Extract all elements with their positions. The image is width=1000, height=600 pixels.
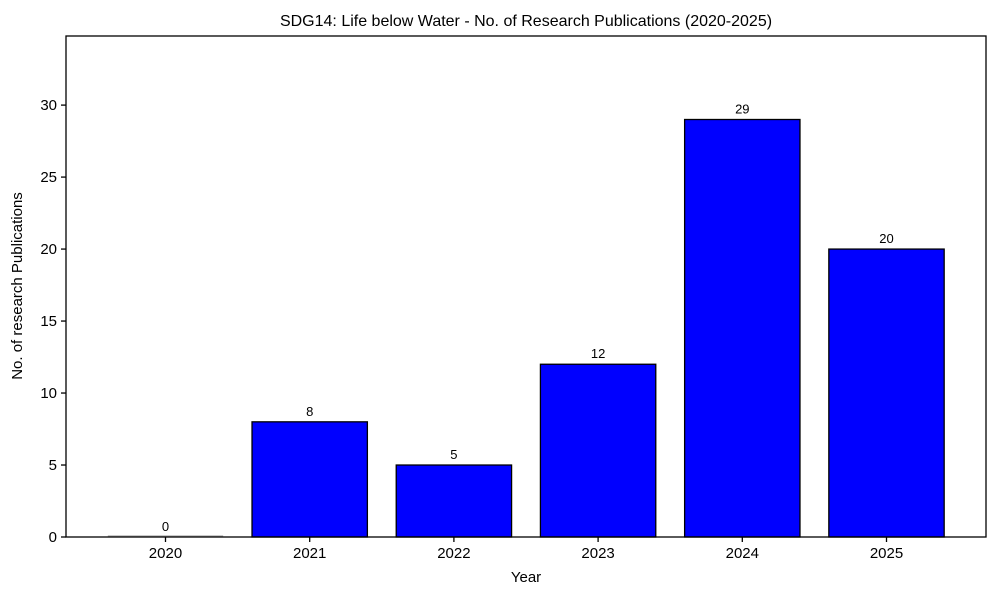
bar-2025 xyxy=(828,248,945,538)
plot-border xyxy=(65,35,987,538)
bar-2021 xyxy=(251,421,369,538)
bar-value-label: 12 xyxy=(591,346,605,361)
y-tick-label: 10 xyxy=(40,385,57,402)
x-axis-label: Year xyxy=(511,569,541,586)
bar-value-label: 5 xyxy=(450,447,457,462)
chart-title: SDG14: Life below Water - No. of Researc… xyxy=(280,13,772,30)
y-tick-label: 0 xyxy=(49,529,57,546)
x-tick-label: 2020 xyxy=(149,545,182,562)
y-tick-label: 20 xyxy=(40,241,57,258)
x-tick-label: 2021 xyxy=(293,545,326,562)
x-tick-label: 2024 xyxy=(726,545,759,562)
x-tick-label: 2025 xyxy=(870,545,903,562)
y-tick-label: 25 xyxy=(40,169,57,186)
y-tick-label: 5 xyxy=(49,457,57,474)
bar-2023 xyxy=(539,363,657,538)
x-tick-label: 2022 xyxy=(437,545,470,562)
bar-2022 xyxy=(395,464,513,538)
bar-value-label: 0 xyxy=(162,519,169,534)
y-tick-label: 15 xyxy=(40,313,57,330)
bar-value-label: 8 xyxy=(306,404,313,419)
x-tick-label: 2023 xyxy=(581,545,614,562)
bar-value-label: 29 xyxy=(735,102,749,117)
y-axis-label: No. of research Publications xyxy=(9,192,26,380)
bar-2024 xyxy=(683,118,801,538)
plot-area: 0510152025300202082021520221220232920242… xyxy=(40,35,987,562)
y-tick-label: 30 xyxy=(40,97,57,114)
bar-value-label: 20 xyxy=(879,231,893,246)
